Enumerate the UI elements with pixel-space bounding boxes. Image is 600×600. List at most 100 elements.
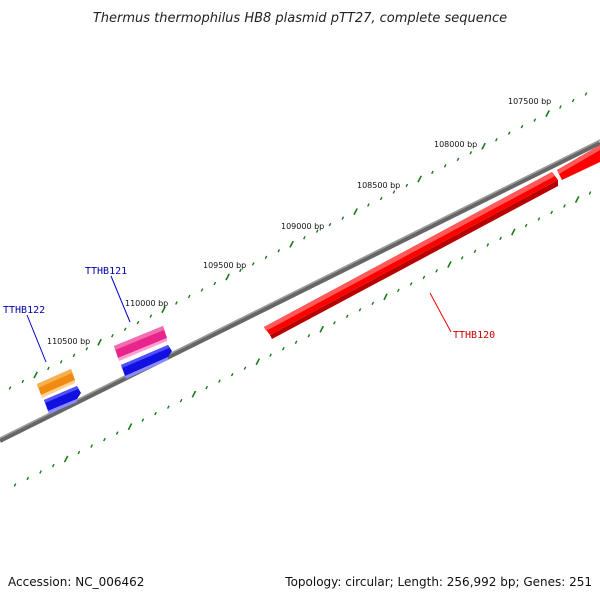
scale-label-109000: 109000 bp <box>281 222 324 231</box>
scale-tick <box>103 437 106 442</box>
scale-tick <box>358 308 362 312</box>
gene-tthb120[interactable] <box>264 172 558 339</box>
gene-label-tthb122[interactable]: TTHB122 <box>3 305 45 316</box>
scale-tick <box>191 390 197 398</box>
scale-tick <box>383 293 388 301</box>
scale-tick <box>243 366 247 370</box>
scale-tick <box>115 431 119 435</box>
scale-tick <box>481 142 486 150</box>
scale-tick <box>545 110 550 118</box>
scale-tick <box>218 379 221 383</box>
scale-tick <box>341 216 345 220</box>
gene-tthb121-blue[interactable] <box>121 345 172 379</box>
scale-tick <box>77 450 81 455</box>
scale-tick <box>469 151 473 155</box>
genome-backbone <box>0 141 600 443</box>
scale-tick <box>571 98 575 103</box>
tthb122-callout-line <box>26 314 47 363</box>
scale-tick <box>588 191 592 195</box>
scale-tick <box>175 301 178 305</box>
scale-tick <box>319 325 325 333</box>
scale-label-110000: 110000 bp <box>125 299 168 308</box>
scale-tick <box>239 268 242 273</box>
scale-tick <box>392 190 396 194</box>
scale-tick <box>315 229 319 233</box>
scale-tick <box>431 170 434 175</box>
scale-tick <box>456 157 460 162</box>
genome-backbone-highlight <box>0 139 600 439</box>
scale-tick <box>396 288 400 293</box>
scale-tick <box>251 262 255 266</box>
scale-tick <box>499 236 502 241</box>
scale-tick <box>269 353 272 357</box>
scale-tick <box>154 411 157 416</box>
scale-tick <box>264 255 268 260</box>
scale-label-110500: 110500 bp <box>47 337 90 346</box>
scale-tick <box>47 366 50 371</box>
scale-tick <box>85 347 89 351</box>
scale-tick <box>495 137 498 142</box>
scale-tick <box>63 455 69 463</box>
scale-tick <box>422 275 426 280</box>
scale-tick <box>225 273 230 281</box>
scale-tick <box>26 476 30 481</box>
scale-tick <box>524 223 528 228</box>
scale-tick <box>161 306 166 314</box>
scale-tick <box>59 360 63 364</box>
scale-tick <box>443 164 447 168</box>
scale-tick <box>379 196 383 201</box>
scale-tick <box>166 405 170 409</box>
scale-tick <box>409 282 413 286</box>
gene-tthb122-blue[interactable] <box>44 386 81 414</box>
scale-tick <box>72 353 76 358</box>
scale-tick <box>281 346 285 351</box>
scale-tick <box>307 333 311 338</box>
scale-tick <box>255 358 261 366</box>
gene-label-tthb120[interactable]: TTHB120 <box>453 330 495 341</box>
scale-tick <box>520 124 524 129</box>
scale-tick <box>537 217 541 221</box>
scale-tick <box>367 203 370 207</box>
scale-tick <box>230 372 234 377</box>
scale-tick <box>136 320 140 325</box>
scale-label-107500: 107500 bp <box>508 97 551 106</box>
scale-tick <box>90 444 94 448</box>
outer-scale-ticks <box>8 92 588 390</box>
scale-tick <box>294 340 298 345</box>
tthb120-callout-line <box>429 292 452 333</box>
scale-tick <box>328 222 332 227</box>
scale-tick <box>435 269 439 273</box>
scale-tick <box>97 338 102 346</box>
scale-tick <box>345 314 349 319</box>
scale-tick <box>127 423 133 431</box>
scale-label-109500: 109500 bp <box>203 261 246 270</box>
scale-tick <box>371 301 375 306</box>
scale-tick <box>277 249 281 253</box>
topology-summary-text: Topology: circular; Length: 256,992 bp; … <box>284 575 592 589</box>
scale-tick <box>507 131 511 135</box>
scale-tick <box>179 398 183 403</box>
gene-label-tthb121[interactable]: TTHB121 <box>85 266 127 277</box>
gene-tthb119-partial[interactable] <box>557 145 600 180</box>
scale-tick <box>141 418 145 422</box>
scale-tick <box>205 385 209 390</box>
gene-tthb122-orange[interactable] <box>37 369 75 398</box>
tthb121-callout-line <box>110 275 131 323</box>
scale-tick <box>213 281 217 286</box>
scale-tick <box>574 196 580 203</box>
accession-text: Accession: NC_006462 <box>8 575 144 589</box>
scale-tick <box>149 314 153 318</box>
scale-tick <box>303 235 306 240</box>
scale-tick <box>563 204 566 208</box>
scale-tick <box>486 243 490 247</box>
scale-tick <box>39 470 42 474</box>
gene-tthb121-pink[interactable] <box>114 326 167 361</box>
scale-tick <box>51 463 55 468</box>
scale-tick <box>111 333 114 338</box>
scale-label-108500: 108500 bp <box>357 181 400 190</box>
scale-tick <box>123 327 127 331</box>
scale-tick <box>13 483 17 487</box>
scale-label-108000: 108000 bp <box>434 140 477 149</box>
